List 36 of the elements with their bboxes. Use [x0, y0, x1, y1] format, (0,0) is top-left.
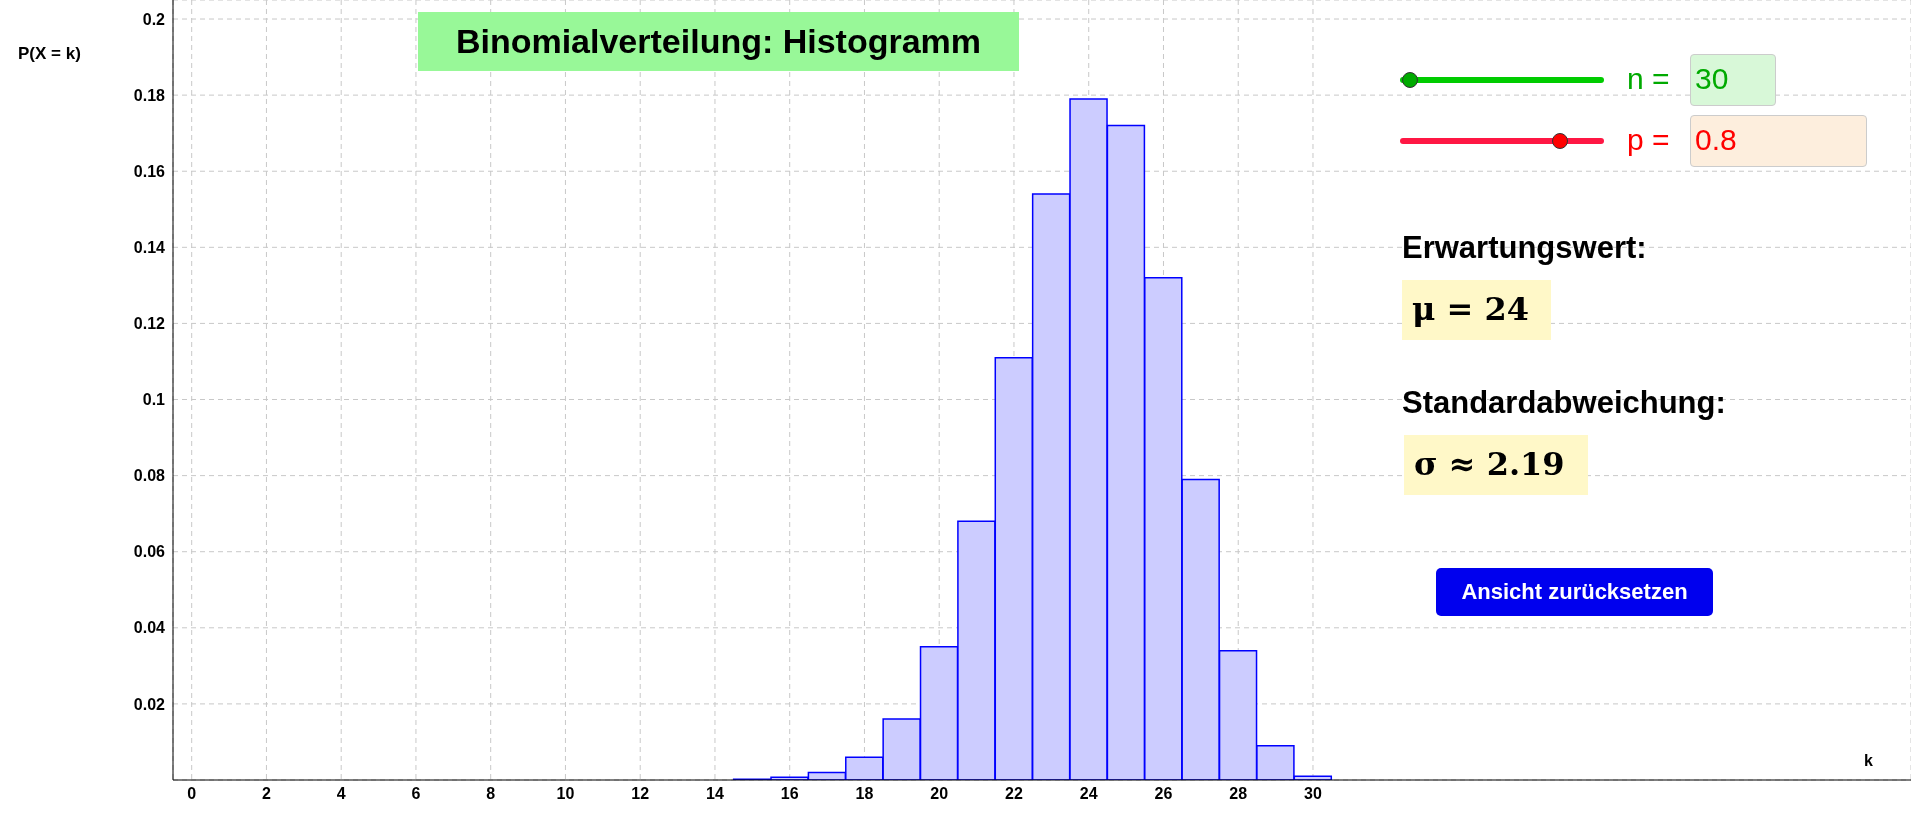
- input-field: 30: [1690, 54, 1776, 106]
- y-tick-label: 0.04: [133, 619, 166, 637]
- annotation: Ansicht zurücksetzen: [1436, 568, 1713, 616]
- x-tick-label: 18: [855, 785, 874, 803]
- x-tick-label: 10: [556, 785, 575, 803]
- x-tick-label: 6: [411, 785, 421, 803]
- annotation: Erwartungswert:: [1402, 230, 1647, 266]
- x-tick-label: 22: [1005, 785, 1023, 803]
- x-tick-label: 30: [1304, 785, 1322, 803]
- y-tick-label: 0.16: [133, 162, 166, 180]
- x-tick-label: 26: [1154, 785, 1173, 803]
- y-tick-label: 0.12: [133, 315, 166, 333]
- y-tick-label: 0.08: [133, 467, 166, 485]
- x-tick-label: 4: [336, 785, 346, 803]
- x-tick-label: 16: [780, 785, 799, 803]
- y-tick-label: 0.06: [133, 543, 166, 561]
- y-tick-label: 0.14: [133, 239, 166, 256]
- x-axis-title: k: [1864, 752, 1873, 770]
- y-tick-label: 0.1: [142, 391, 166, 409]
- x-tick-label: 28: [1229, 785, 1248, 803]
- x-tick-label: 14: [706, 785, 724, 803]
- y-tick-label: 0.02: [133, 695, 166, 713]
- text: Binomialverteilung: Histogramm: [418, 12, 1019, 71]
- x-tick-label: 0: [187, 785, 197, 803]
- annotation: μ = 24: [1402, 280, 1551, 340]
- annotation: Standardabweichung:: [1402, 385, 1726, 421]
- x-tick-label: 2: [261, 785, 271, 803]
- input-field: 0.8: [1690, 115, 1867, 167]
- y-tick-label: 0.18: [133, 86, 166, 104]
- y-axis-title: P(X = k): [18, 44, 81, 64]
- annotation: σ ≈ 2.19: [1404, 435, 1588, 495]
- x-tick-label: 12: [631, 785, 650, 803]
- x-tick-label: 8: [486, 785, 496, 803]
- x-tick-label: 24: [1079, 785, 1098, 803]
- y-tick-label: 0.2: [142, 10, 166, 28]
- x-tick-label: 20: [930, 785, 949, 803]
